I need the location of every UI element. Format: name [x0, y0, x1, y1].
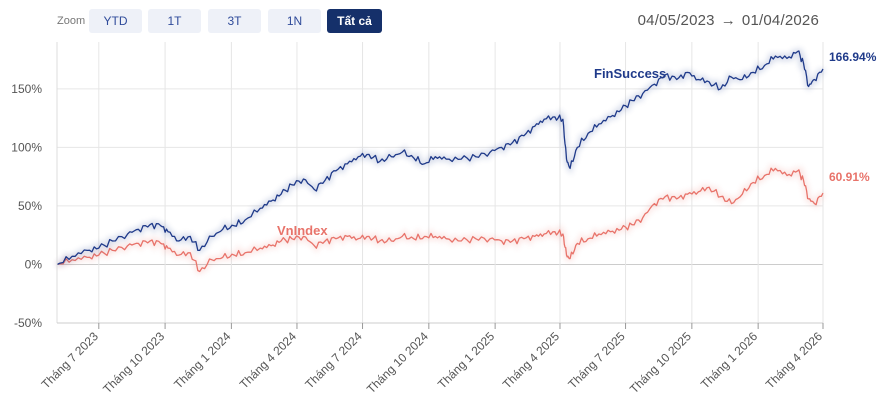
x-tick-label: Tháng 10 2023	[100, 329, 167, 396]
vnindex-series-label: VnIndex	[277, 223, 328, 238]
zoom-all-button[interactable]: Tất cả	[327, 9, 382, 33]
finsuccess-last-value-label: 166.94%	[829, 50, 877, 64]
axes: -50%0%50%100%150%Tháng 7 2023 Tháng 10 20…	[11, 42, 825, 396]
series-layer	[55, 47, 826, 275]
x-tick-label: Tháng 7 2025	[565, 329, 628, 392]
y-tick-label: 150%	[11, 82, 42, 96]
vnindex-line	[56, 167, 824, 273]
y-tick-label: 100%	[11, 140, 42, 154]
x-tick-label: Tháng 1 2024	[171, 329, 234, 392]
chart-toolbar: Zoom YTD 1T 3T 1N Tất cả 04/05/2023 → 01/0…	[0, 9, 881, 35]
x-tick-label: Tháng 10 2025	[627, 329, 694, 396]
y-tick-label: -50%	[14, 316, 42, 330]
vnindex-line-glow	[56, 163, 826, 275]
y-tick-label: 0%	[25, 257, 43, 271]
x-tick-label: Tháng 4 2026	[763, 329, 826, 392]
x-tick-label: Tháng 7 2024	[302, 329, 365, 392]
finsuccess-line	[56, 50, 824, 266]
x-tick-label: Tháng 1 2026	[698, 329, 761, 392]
zoom-ytd-button[interactable]: YTD	[89, 9, 142, 33]
range-from-input[interactable]: 04/05/2023	[637, 12, 715, 29]
zoom-label: Zoom	[57, 15, 86, 27]
x-tick-label: Tháng 4 2025	[500, 329, 563, 392]
range-to-input[interactable]: 01/04/2026	[741, 12, 819, 29]
zoom-1t-button[interactable]: 1T	[148, 9, 201, 33]
x-tick-label: Tháng 10 2024	[364, 329, 431, 396]
zoom-3t-button[interactable]: 3T	[208, 9, 261, 33]
finsuccess-series-label: FinSuccess	[594, 66, 666, 81]
series-labels: VnIndex 60.91% FinSuccess 166.94%	[277, 50, 877, 238]
date-range: 04/05/2023 → 01/04/2026	[638, 12, 819, 29]
range-arrow-icon: →	[720, 12, 736, 29]
vnindex-last-value-label: 60.91%	[829, 170, 870, 184]
x-tick-label: Tháng 4 2024	[237, 329, 300, 392]
zoom-1n-button[interactable]: 1N	[268, 9, 321, 33]
y-tick-label: 50%	[18, 199, 42, 213]
x-tick-label: Tháng 7 2023	[39, 329, 102, 392]
x-tick-label: Tháng 1 2025	[435, 329, 498, 392]
